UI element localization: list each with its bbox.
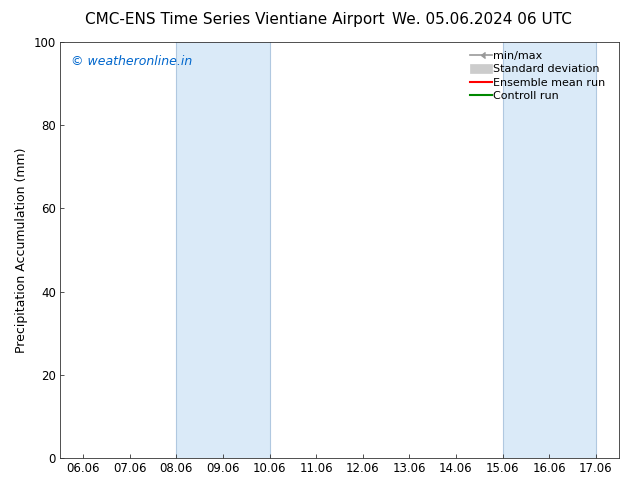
- Text: © weatheronline.in: © weatheronline.in: [71, 54, 192, 68]
- Text: We. 05.06.2024 06 UTC: We. 05.06.2024 06 UTC: [392, 12, 572, 27]
- Legend: min/max, Standard deviation, Ensemble mean run, Controll run: min/max, Standard deviation, Ensemble me…: [467, 48, 614, 105]
- Bar: [176, 42, 269, 458]
- Text: CMC-ENS Time Series Vientiane Airport: CMC-ENS Time Series Vientiane Airport: [85, 12, 384, 27]
- Y-axis label: Precipitation Accumulation (mm): Precipitation Accumulation (mm): [15, 147, 28, 353]
- Bar: [503, 42, 596, 458]
